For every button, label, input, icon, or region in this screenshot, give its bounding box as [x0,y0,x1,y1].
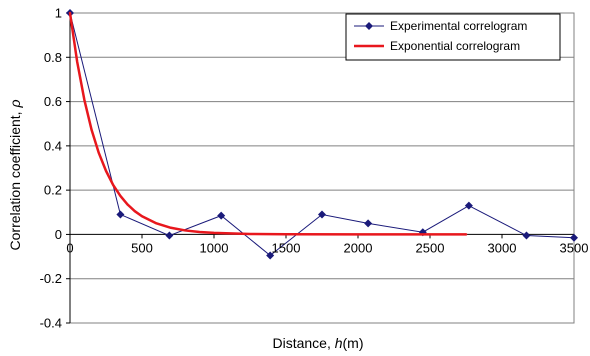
exponential-correlogram-line [68,11,468,236]
x-tick-label: 2000 [344,240,373,255]
x-tick-label: 3000 [488,240,517,255]
y-tick-label: -0.4 [40,316,62,331]
x-tick-label: 3500 [560,240,589,255]
x-axis-title: Distance, h(m) [272,335,363,351]
y-axis-title: Correlation coefficient, ρ [7,100,23,251]
y-tick-label: 0.8 [44,50,62,65]
y-tick-label: 1 [55,6,62,21]
legend: Experimental correlogram Exponential corr… [345,13,561,61]
tick-label-layer: -0.4 -0.2 0 0.2 0.4 0.6 0.8 1 0 500 1000 1500 2000 25… [40,6,589,331]
y-tick-label: 0.4 [44,138,62,153]
experimental-data-point [165,231,174,240]
y-tick-label: 0 [55,227,62,242]
experimental-data-point [318,210,326,219]
legend-marker-experimental [365,22,373,30]
x-tick-label: 1500 [272,240,301,255]
x-tick-label: 0 [66,240,73,255]
legend-label: Experimental correlogram [390,19,527,33]
legend-label: Exponential correlogram [390,39,520,53]
experimental-data-point [364,219,373,228]
series-layer [66,9,578,260]
x-tick-label: 500 [131,240,153,255]
experimental-data-point [116,210,125,219]
x-tick-label: 2500 [416,240,445,255]
experimental-data-point [266,251,275,260]
y-tick-label: -0.2 [40,271,62,286]
experimental-data-point [464,201,473,210]
experimental-data-point [217,211,226,220]
y-axis [66,12,71,324]
y-tick-label: 0.6 [44,94,62,109]
legend-box [345,13,561,61]
experimental-data-point [570,233,578,242]
experimental-data-point [522,231,531,240]
y-tick-label: 0.2 [44,183,62,198]
x-tick-label: 1000 [200,240,229,255]
